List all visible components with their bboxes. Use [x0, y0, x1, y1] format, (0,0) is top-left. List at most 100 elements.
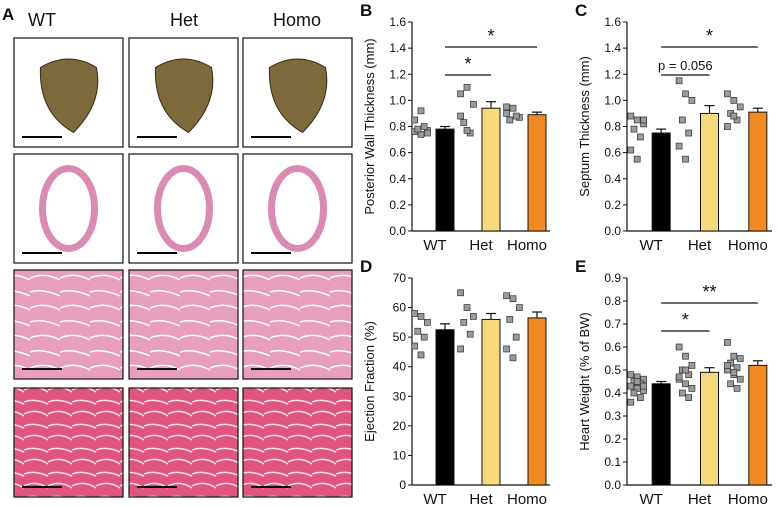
y-tick-label: 0.8: [604, 120, 621, 134]
section-image: [39, 165, 98, 252]
data-point: [457, 289, 464, 297]
y-tick-label: 1.4: [604, 41, 621, 55]
y-tick-label: 0.2: [604, 198, 621, 212]
image-grid: [13, 37, 353, 498]
data-point: [678, 389, 686, 397]
x-tick-label: Het: [688, 237, 712, 254]
data-point: [503, 345, 510, 353]
data-point: [417, 313, 425, 320]
data-point: [506, 316, 514, 323]
y-tick-label: 0.3: [604, 409, 621, 423]
data-point: [730, 368, 738, 376]
x-tick-label: Homo: [728, 237, 768, 254]
y-tick-label: 60: [393, 301, 407, 315]
data-point: [457, 90, 464, 98]
comparison-label: *: [487, 26, 494, 46]
bar: [700, 112, 719, 232]
data-point: [509, 295, 517, 303]
data-point: [730, 352, 738, 360]
data-point: [688, 362, 696, 369]
image-frame: [13, 387, 124, 498]
data-point: [682, 352, 689, 360]
bar: [748, 111, 768, 232]
comparison-label: *: [706, 26, 713, 46]
y-tick-label: 10: [393, 448, 407, 462]
data-point: [733, 385, 741, 392]
bar: [651, 132, 671, 232]
data-point: [424, 319, 431, 326]
data-point: [724, 339, 731, 346]
column-label: WT: [28, 10, 56, 30]
data-point: [682, 155, 689, 163]
image-frame: [242, 387, 353, 498]
x-tick-label: Het: [688, 491, 712, 507]
data-point: [503, 292, 510, 300]
column-label: Homo: [273, 10, 321, 30]
bar: [481, 107, 501, 232]
data-point: [460, 319, 468, 326]
data-point: [509, 354, 517, 362]
x-tick-label: Het: [469, 237, 493, 254]
comparison-label: p = 0.056: [658, 58, 713, 73]
comparison-label: **: [702, 282, 716, 302]
y-tick-label: 0.6: [389, 146, 406, 160]
y-tick-label: 0.6: [604, 340, 621, 354]
data-point: [736, 355, 744, 362]
panel-label: E: [575, 257, 586, 276]
data-point: [512, 112, 520, 120]
data-point: [420, 123, 428, 130]
y-tick-label: 0.8: [389, 120, 406, 134]
data-point: [637, 394, 644, 401]
data-point: [675, 343, 683, 351]
y-tick-label: 1.6: [389, 15, 406, 29]
data-point: [417, 107, 425, 115]
y-tick-label: 50: [393, 330, 407, 344]
data-point: [637, 133, 644, 141]
data-point: [627, 146, 635, 154]
data-point: [627, 382, 635, 390]
panel-label: B: [360, 1, 372, 20]
data-point: [675, 77, 683, 85]
data-point: [688, 385, 696, 392]
data-point: [724, 362, 731, 369]
data-point: [736, 375, 744, 383]
image-frame: [242, 153, 353, 264]
image-frame: [13, 269, 124, 380]
y-tick-label: 0.4: [604, 172, 621, 186]
data-point: [682, 366, 689, 374]
x-tick-label: Het: [469, 491, 493, 507]
data-point: [470, 100, 477, 108]
y-tick-label: 0.2: [389, 198, 406, 212]
data-point: [414, 327, 422, 335]
data-point: [682, 90, 689, 98]
x-tick-label: WT: [423, 237, 446, 254]
data-point: [633, 378, 641, 385]
image-frame: [242, 269, 353, 380]
x-tick-label: Homo: [507, 491, 547, 507]
y-tick-label: 0.5: [604, 363, 621, 377]
data-point: [640, 382, 647, 390]
data-point: [470, 313, 477, 320]
image-frame: [13, 153, 124, 264]
image-frame: [128, 387, 239, 498]
bar: [481, 318, 501, 486]
data-point: [682, 380, 689, 388]
bar: [748, 364, 768, 486]
x-tick-label: WT: [640, 491, 663, 507]
panel-label: A: [2, 5, 14, 24]
bar: [651, 383, 671, 486]
comparison-label: *: [682, 310, 689, 330]
data-point: [627, 371, 635, 378]
data-point: [503, 110, 510, 117]
y-tick-label: 0: [399, 478, 406, 492]
data-point: [466, 330, 474, 338]
y-tick-label: 1.2: [604, 67, 621, 81]
y-axis-label: Heart Weight (% of BW): [577, 312, 592, 450]
x-tick-label: Homo: [728, 491, 768, 507]
y-tick-label: 0.7: [604, 317, 621, 331]
y-tick-label: 1.2: [389, 67, 406, 81]
data-point: [627, 398, 635, 406]
data-point: [512, 333, 520, 341]
data-point: [685, 394, 693, 401]
data-point: [630, 389, 638, 397]
